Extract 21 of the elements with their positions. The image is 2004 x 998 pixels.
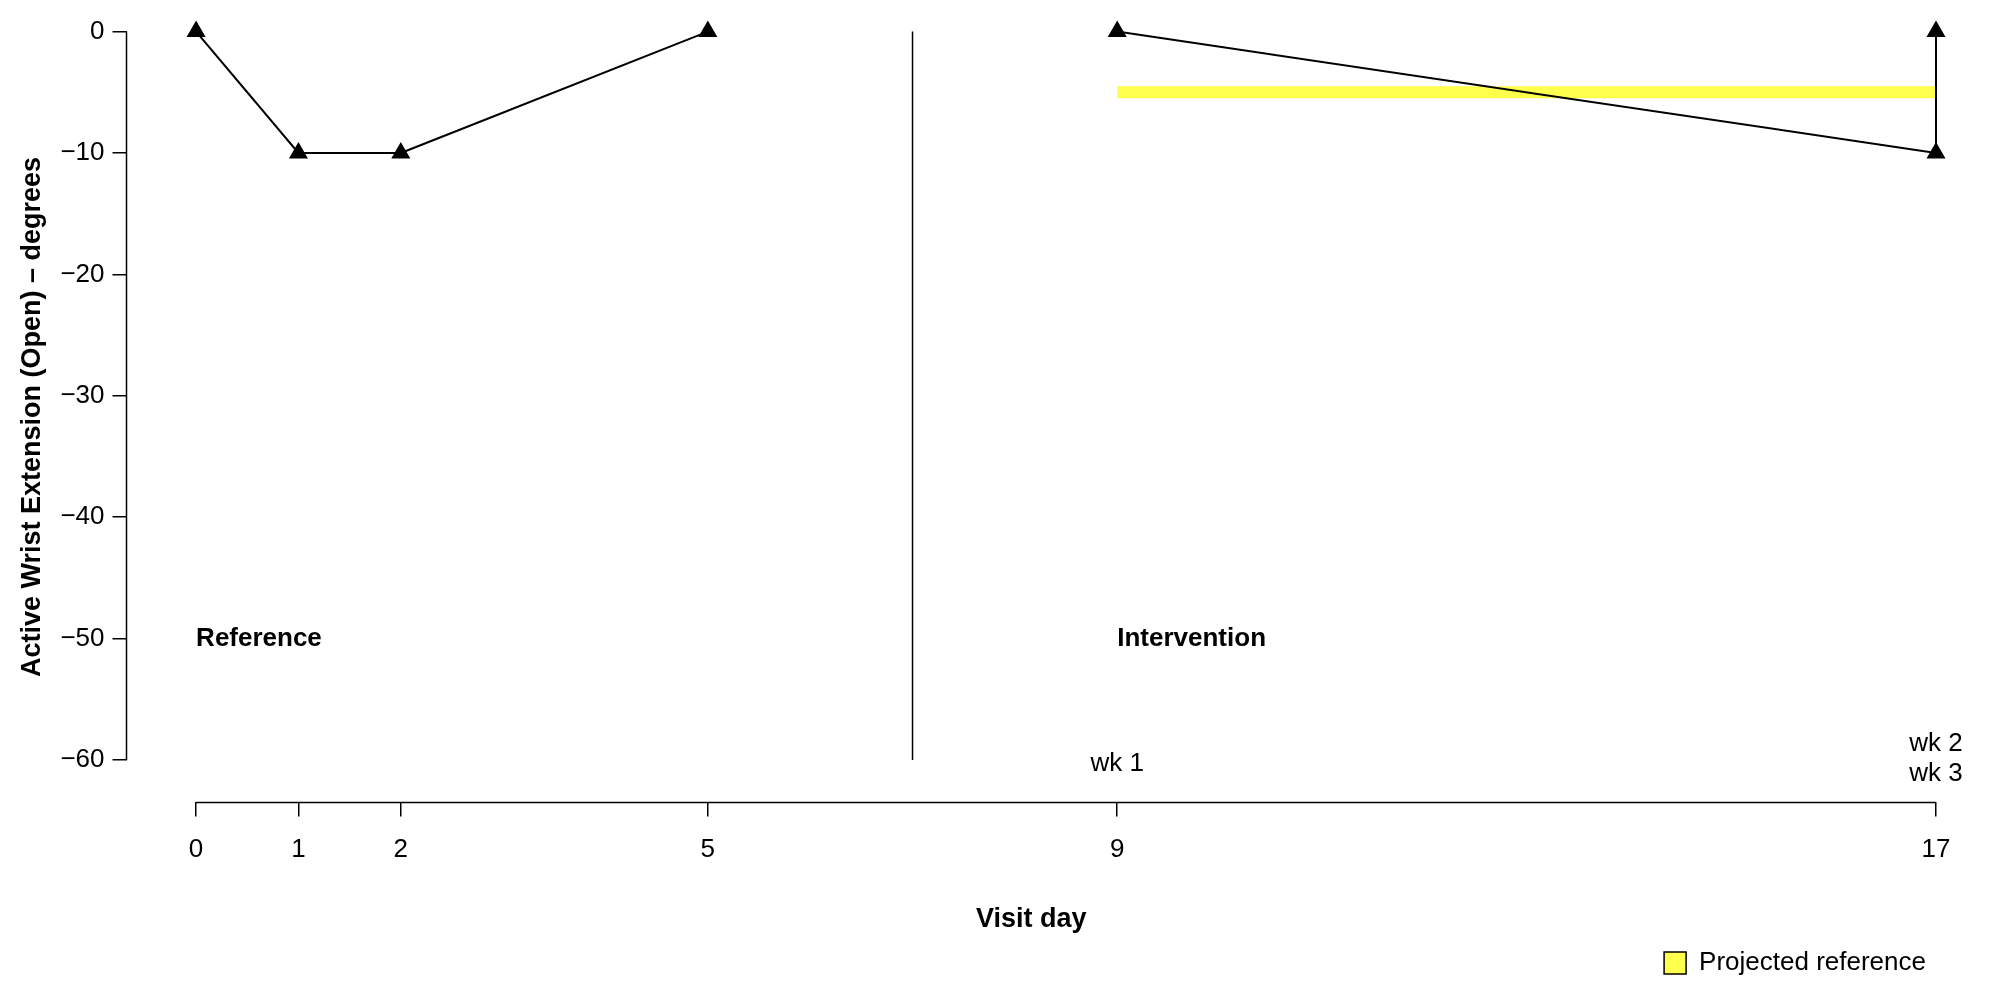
- x-tick-label: 17: [1921, 833, 1951, 864]
- x-tick-label: 1: [291, 833, 306, 864]
- y-tick-label: −30: [60, 378, 105, 409]
- annotation: wk 2: [1908, 727, 1963, 758]
- annotation: Reference: [196, 621, 322, 652]
- x-tick-label: 5: [700, 833, 716, 864]
- y-axis-title: Active Wrist Extension (Open) – degrees: [15, 156, 46, 678]
- annotation: Intervention: [1117, 621, 1267, 652]
- annotation: wk 3: [1908, 757, 1963, 788]
- x-tick-label: 2: [393, 833, 409, 864]
- y-tick-label: −10: [60, 136, 105, 167]
- legend-label: Projected reference: [1699, 946, 1926, 977]
- x-tick-label: 0: [188, 833, 204, 864]
- y-tick-label: 0: [90, 14, 105, 45]
- x-axis-title: Visit day: [975, 903, 1087, 934]
- y-tick-label: −60: [60, 743, 105, 774]
- y-tick-label: −40: [60, 500, 105, 531]
- x-tick-label: 9: [1109, 833, 1125, 864]
- y-tick-label: −50: [60, 621, 105, 652]
- annotation: wk 1: [1089, 747, 1144, 778]
- y-tick-label: −20: [60, 257, 105, 288]
